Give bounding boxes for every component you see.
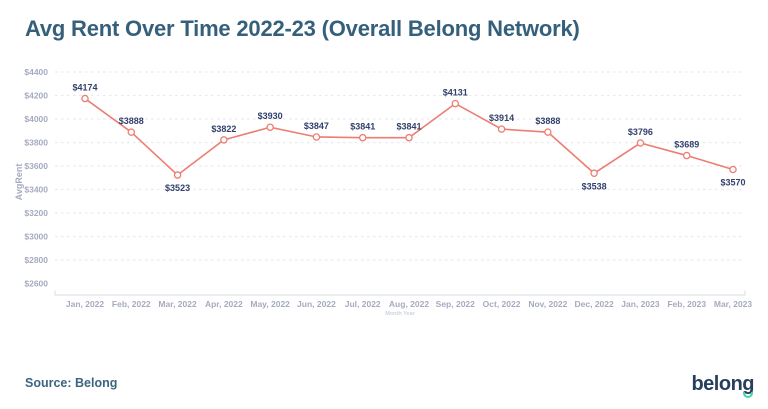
svg-text:$3930: $3930: [258, 111, 283, 121]
svg-text:$3888: $3888: [535, 116, 560, 126]
svg-text:$2600: $2600: [24, 279, 48, 289]
svg-text:Mar, 2022: Mar, 2022: [158, 299, 197, 309]
svg-text:Sep, 2022: Sep, 2022: [436, 299, 475, 309]
svg-text:Feb, 2022: Feb, 2022: [112, 299, 151, 309]
svg-text:$3841: $3841: [350, 122, 375, 132]
svg-text:$3200: $3200: [24, 208, 48, 218]
svg-text:$3822: $3822: [211, 124, 236, 134]
belong-logo: belong: [691, 372, 754, 398]
svg-text:$3847: $3847: [304, 121, 329, 131]
svg-text:Jun, 2022: Jun, 2022: [297, 299, 336, 309]
svg-text:$3689: $3689: [674, 140, 699, 150]
page-title: Avg Rent Over Time 2022-23 (Overall Belo…: [25, 16, 580, 41]
svg-text:Dec, 2022: Dec, 2022: [575, 299, 614, 309]
svg-text:$3000: $3000: [24, 232, 48, 242]
svg-text:$3800: $3800: [24, 138, 48, 148]
svg-text:$3538: $3538: [582, 181, 607, 191]
svg-text:Jan, 2022: Jan, 2022: [66, 299, 105, 309]
svg-text:$3841: $3841: [396, 122, 421, 132]
svg-text:$3523: $3523: [165, 183, 190, 193]
belong-logo-text: belong: [691, 373, 754, 395]
svg-text:$2800: $2800: [24, 255, 48, 265]
avg-rent-chart-area: $2600 $2800 $3000 $3200 $3400 $3600 $3800 $4000…: [0, 52, 768, 320]
svg-text:$3796: $3796: [628, 127, 653, 137]
svg-text:$4200: $4200: [24, 91, 48, 101]
svg-text:Month Year: Month Year: [385, 311, 415, 317]
svg-text:Apr, 2022: Apr, 2022: [205, 299, 243, 309]
svg-text:May, 2022: May, 2022: [250, 299, 290, 309]
svg-text:Jan, 2023: Jan, 2023: [621, 299, 660, 309]
svg-text:$4174: $4174: [72, 83, 97, 93]
svg-text:$3914: $3914: [489, 113, 514, 123]
svg-text:$4131: $4131: [443, 88, 468, 98]
source-caption: Source: Belong: [25, 376, 118, 390]
svg-text:Nov, 2022: Nov, 2022: [528, 299, 567, 309]
svg-text:Jul, 2022: Jul, 2022: [345, 299, 381, 309]
svg-text:Mar, 2023: Mar, 2023: [714, 299, 753, 309]
svg-text:$3888: $3888: [119, 116, 144, 126]
svg-text:Aug, 2022: Aug, 2022: [389, 299, 429, 309]
svg-text:$4400: $4400: [24, 67, 48, 77]
svg-text:$3570: $3570: [720, 178, 745, 188]
svg-text:AvgRent: AvgRent: [14, 164, 24, 201]
svg-text:Feb, 2023: Feb, 2023: [667, 299, 706, 309]
logo-smile-icon: [743, 392, 753, 398]
svg-text:Oct, 2022: Oct, 2022: [483, 299, 521, 309]
svg-text:$4000: $4000: [24, 114, 48, 124]
avg-rent-line-chart: $2600 $2800 $3000 $3200 $3400 $3600 $3800 $4000…: [14, 67, 753, 317]
svg-text:$3400: $3400: [24, 185, 48, 195]
svg-text:$3600: $3600: [24, 161, 48, 171]
